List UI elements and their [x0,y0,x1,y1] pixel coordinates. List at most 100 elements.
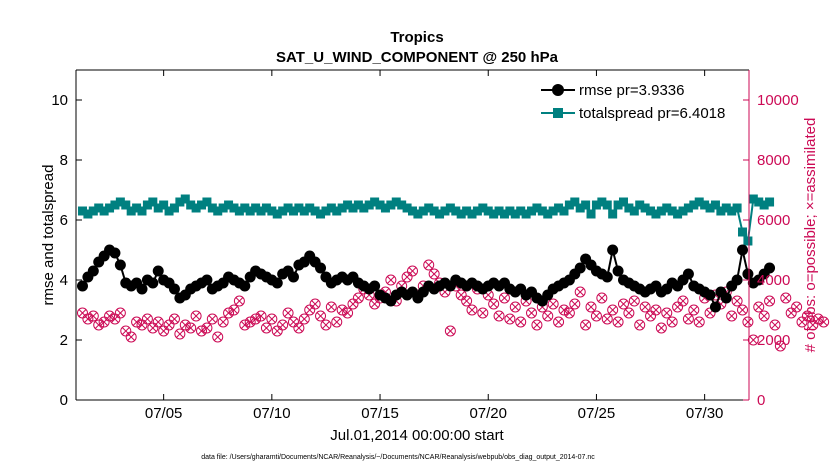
obs-point [780,292,792,304]
totalspread-point [224,200,234,210]
obs-point [293,322,305,334]
totalspread-point [738,227,748,237]
totalspread-point [467,209,477,219]
y-left-tick-label-2: 4 [60,272,68,289]
obs-point [769,319,781,331]
totalspread-point [754,197,764,207]
rmse-point [369,280,381,292]
totalspread-point [646,206,656,216]
obs-point [125,331,137,343]
obs-point [634,319,646,331]
totalspread-point [575,203,585,213]
totalspread-point [121,200,131,210]
x-tick-label-4: 07/25 [578,405,616,422]
obs-point [336,304,348,316]
totalspread-point [462,206,472,216]
totalspread-point [267,206,277,216]
obs-point [601,313,613,325]
obs-point [179,319,191,331]
legend-rmse-marker [552,84,564,96]
obs-point [498,292,510,304]
rmse-point [76,280,88,292]
totalspread-point [132,203,142,213]
y-right-tick-label-2: 4000 [757,272,790,289]
totalspread-point [310,206,320,216]
rmse-point [720,292,732,304]
totalspread-point [700,200,710,210]
totalspread-point [186,200,196,210]
y-axis-label-right: # of obs: o=possible; ×=assimilated [802,118,819,353]
totalspread-point [732,203,742,213]
obs-point [266,313,278,325]
data-file-footnote: data file: /Users/gharamti/Documents/NCA… [201,454,595,461]
rmse-point [601,271,613,283]
obs-point [623,307,635,319]
obs-point [612,316,624,328]
totalspread-point [326,203,336,213]
obs-point [515,316,527,328]
totalspread-point [759,200,769,210]
obs-point [325,301,337,313]
totalspread-point [424,203,434,213]
totalspread-point [516,206,526,216]
totalspread-point [440,206,450,216]
totalspread-point [321,206,331,216]
obs-point [655,322,667,334]
totalspread-point [618,197,628,207]
rmse-point [136,283,148,295]
totalspread-point [115,197,125,207]
obs-point [320,319,332,331]
totalspread-point [105,203,115,213]
obs-point [607,304,619,316]
obs-point [444,325,456,337]
obs-point [504,313,516,325]
totalspread-point [364,200,374,210]
totalspread-point [169,203,179,213]
totalspread-point [743,236,753,246]
obs-point [287,316,299,328]
rmse-point [731,274,743,286]
totalspread-point [613,200,623,210]
y-right-tick-label-4: 8000 [757,152,790,169]
totalspread-point [77,206,87,216]
totalspread-point [705,203,715,213]
obs-point [764,295,776,307]
totalspread-point [229,203,239,213]
obs-point [553,316,565,328]
totalspread-point [478,203,488,213]
obs-point [201,322,213,334]
totalspread-point [142,200,152,210]
obs-point [693,316,705,328]
obs-point [190,310,202,322]
totalspread-point [656,206,666,216]
totalspread-point [305,203,315,213]
totalspread-point [288,206,298,216]
totalspread-point [353,200,363,210]
totalspread-point [294,203,304,213]
obs-point [239,319,251,331]
totalspread-point [608,209,618,219]
totalspread-point [716,206,726,216]
obs-point [812,313,824,325]
totalspread-point [629,206,639,216]
totalspread-point [667,206,677,216]
totalspread-point [375,200,385,210]
obs-point [666,316,678,328]
rmse-point [168,283,180,295]
obs-point [477,307,489,319]
obs-point [461,295,473,307]
totalspread-point [435,209,445,219]
totalspread-point [180,194,190,204]
totalspread-point [543,209,553,219]
obs-point [801,310,813,322]
obs-point [639,301,651,313]
obs-point [742,316,754,328]
totalspread-point [148,197,158,207]
obs-point [818,316,830,328]
obs-point [542,310,554,322]
totalspread-point [678,206,688,216]
obs-point [547,298,559,310]
obs-point [563,307,575,319]
totalspread-point [94,203,104,213]
rmse-point [152,265,164,277]
